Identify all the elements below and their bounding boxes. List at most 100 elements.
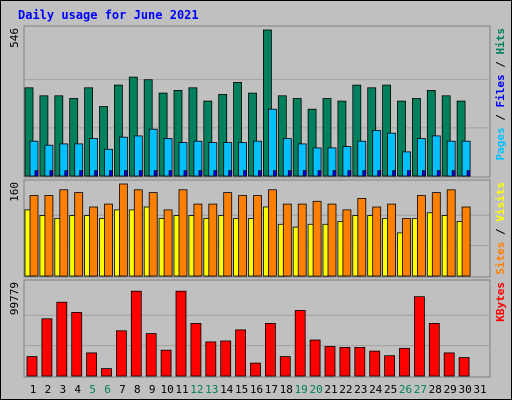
bar-hits: [292, 98, 302, 177]
bar-files: [34, 170, 39, 177]
bar-files: [138, 170, 143, 177]
bar-pages: [327, 147, 337, 177]
legend-kbytes-wrap: KBytes: [494, 282, 507, 322]
x-tick-label: 24: [369, 383, 383, 396]
bar-hits: [352, 84, 362, 177]
bar-files: [79, 170, 84, 177]
chart-title: Daily usage for June 2021: [18, 8, 199, 22]
bar-pages: [372, 130, 382, 177]
bar-kbytes: [264, 322, 276, 377]
bar-kbytes: [160, 349, 172, 377]
bar-files: [302, 170, 307, 177]
bar-files: [94, 170, 98, 177]
bar-kbytes: [399, 347, 410, 377]
bar-sites: [402, 218, 411, 277]
bar-files: [109, 170, 113, 177]
bar-sites: [223, 192, 233, 277]
bar-hits: [99, 106, 108, 177]
bar-pages: [267, 108, 277, 177]
legend-kbytes: KBytes: [494, 282, 507, 322]
legend-hits-files-pages: Pages / Files / Hits: [494, 28, 507, 161]
bar-sites: [446, 189, 456, 277]
bar-hits: [69, 98, 79, 177]
bar-kbytes: [145, 333, 157, 377]
bar-sites: [238, 195, 248, 277]
bar-kbytes: [428, 322, 440, 377]
bar-files: [272, 170, 277, 177]
bar-sites: [74, 192, 84, 277]
bar-hits: [337, 100, 347, 177]
bar-hits: [173, 90, 183, 177]
bar-kbytes: [86, 352, 97, 377]
bar-hits: [411, 98, 421, 177]
bar-kbytes: [384, 355, 396, 377]
bar-files: [466, 170, 471, 177]
bar-sites: [327, 203, 337, 277]
bar-hits: [322, 98, 332, 177]
bar-pages: [74, 143, 84, 177]
bar-files: [153, 170, 158, 177]
bar-pages: [431, 135, 441, 177]
x-tick-label: 26: [399, 383, 412, 396]
bar-pages: [282, 138, 292, 177]
bar-hits: [203, 100, 213, 177]
bar-pages: [297, 143, 307, 177]
bar-hits: [262, 29, 272, 177]
x-tick-label: 3: [59, 383, 66, 396]
bar-kbytes: [26, 356, 38, 377]
bar-hits: [39, 95, 49, 177]
bar-kbytes: [101, 368, 112, 377]
x-tick-label: 28: [429, 383, 442, 396]
bar-kbytes: [413, 296, 425, 377]
bar-pages: [238, 142, 248, 177]
x-tick-label: 27: [414, 383, 427, 396]
bar-kbytes: [116, 330, 127, 377]
bar-hits: [441, 95, 451, 177]
bar-kbytes: [190, 322, 202, 377]
bar-pages: [104, 148, 113, 177]
x-tick-label: 21: [324, 383, 337, 396]
bar-sites: [342, 209, 352, 277]
legend-files: Files: [494, 74, 507, 107]
bar-sites: [178, 189, 188, 277]
x-tick-label: 13: [205, 383, 218, 396]
x-tick-label: 17: [265, 383, 278, 396]
x-tick-label: 12: [190, 383, 203, 396]
bars: [24, 29, 471, 377]
bar-pages: [89, 138, 98, 177]
bar-kbytes: [205, 341, 217, 377]
x-tick-label: 20: [309, 383, 322, 396]
bar-hits: [233, 82, 243, 177]
bar-kbytes: [443, 352, 455, 377]
bar-pages: [223, 142, 233, 177]
bar-pages: [253, 140, 262, 177]
bar-hits: [426, 90, 436, 177]
bar-kbytes: [130, 290, 142, 377]
bar-pages: [148, 128, 158, 177]
x-tick-label: 8: [134, 383, 141, 396]
bar-files: [436, 170, 441, 177]
bar-hits: [307, 108, 317, 177]
bar-pages: [44, 144, 54, 177]
bar-kbytes: [220, 340, 232, 377]
legend-separator: /: [494, 61, 507, 68]
bar-sites: [59, 189, 69, 277]
legend-pages: Pages: [494, 127, 507, 160]
bar-pages: [312, 147, 322, 177]
bar-hits: [188, 87, 198, 177]
bar-hits: [143, 79, 153, 177]
bar-sites: [267, 189, 277, 277]
bar-files: [228, 170, 233, 177]
x-tick-label: 16: [250, 383, 263, 396]
bar-files: [213, 170, 218, 177]
bar-sites: [208, 203, 218, 277]
bar-sites: [253, 195, 262, 277]
bar-pages: [357, 140, 367, 177]
legend-hits: Hits: [494, 28, 507, 55]
bar-sites: [297, 203, 307, 277]
bar-sites: [282, 203, 292, 277]
bar-files: [183, 170, 188, 177]
bar-pages: [461, 140, 471, 177]
bar-kbytes: [354, 346, 366, 377]
x-tick-label: 23: [354, 383, 367, 396]
